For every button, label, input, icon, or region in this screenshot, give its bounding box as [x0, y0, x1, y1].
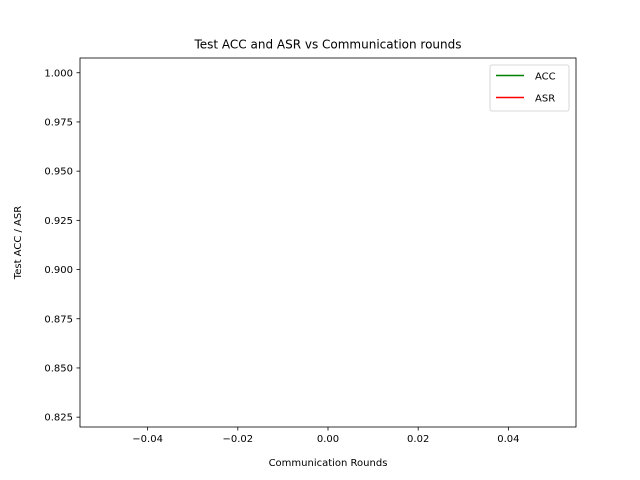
- x-tick-label: 0.04: [497, 434, 519, 445]
- y-tick-label: 0.825: [44, 413, 73, 424]
- y-tick-label: 0.975: [44, 117, 73, 128]
- y-axis-ticks: 0.825 0.850 0.875 0.900 0.925 0.950 0.975 1.000: [44, 68, 80, 424]
- x-axis-label: Communication Rounds: [269, 458, 388, 469]
- x-tick-label: −0.02: [222, 434, 253, 445]
- legend: ACC ASR: [489, 64, 570, 112]
- y-tick-label: 0.875: [44, 314, 73, 325]
- y-tick-label: 0.925: [44, 216, 73, 227]
- y-axis-label: Test ACC / ASR: [13, 206, 24, 280]
- y-tick-label: 0.850: [44, 363, 73, 374]
- y-tick-label: 1.000: [44, 68, 73, 79]
- x-tick-label: 0.02: [407, 434, 429, 445]
- x-tick-label: 0.00: [317, 434, 339, 445]
- chart-title: Test ACC and ASR vs Communication rounds: [193, 38, 461, 52]
- x-tick-label: −0.04: [132, 434, 163, 445]
- x-axis-ticks: −0.04 −0.02 0.00 0.02 0.04: [132, 427, 519, 445]
- legend-box: [489, 64, 570, 112]
- plot-area: −0.04 −0.02 0.00 0.02 0.04 0.8250.8500.8750.…: [44, 57, 577, 445]
- y-tick-label: 0.900: [44, 265, 73, 276]
- y-tick-label: 0.950: [44, 167, 73, 178]
- legend-label-acc: ACC: [535, 72, 556, 83]
- legend-label-asr: ASR: [535, 94, 555, 105]
